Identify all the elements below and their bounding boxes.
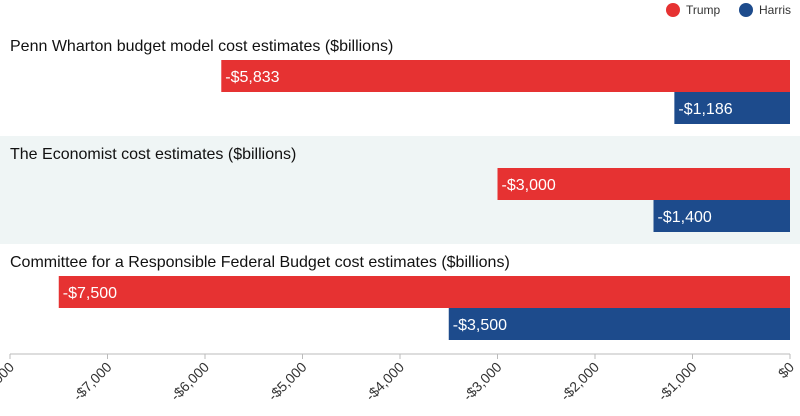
x-tick-label-8: $0 <box>775 359 797 381</box>
bar-label-1-trump: -$3,000 <box>502 177 556 194</box>
x-tick-label-6: -$2,000 <box>557 359 602 404</box>
bar-groups: Penn Wharton budget model cost estimates… <box>10 38 791 340</box>
bar-1-trump <box>497 168 790 200</box>
legend-label-trump: Trump <box>686 3 721 17</box>
bar-0-harris <box>674 92 790 124</box>
group-title-1: The Economist cost estimates ($billions) <box>10 146 296 163</box>
bar-label-2-trump: -$7,500 <box>63 285 117 302</box>
legend-marker-harris <box>739 3 753 17</box>
x-tick-label-7: -$1,000 <box>655 359 700 404</box>
bar-2-trump <box>58 276 790 308</box>
bar-0-trump <box>221 60 791 92</box>
x-tick-label-4: -$4,000 <box>362 359 407 404</box>
bar-group-1: The Economist cost estimates ($billions)… <box>10 146 790 232</box>
bar-group-2: Committee for a Responsible Federal Budg… <box>10 254 790 340</box>
x-tick-label-0: -$8,000 <box>0 359 17 404</box>
legend: Trump Harris <box>666 3 791 17</box>
bar-label-1-harris: -$1,400 <box>658 209 712 226</box>
bar-label-2-harris: -$3,500 <box>453 317 507 334</box>
group-title-2: Committee for a Responsible Federal Budg… <box>10 254 510 271</box>
x-tick-label-2: -$6,000 <box>167 359 212 404</box>
x-tick-label-3: -$5,000 <box>265 359 310 404</box>
bar-2-harris <box>448 308 790 340</box>
x-tick-label-5: -$3,000 <box>460 359 505 404</box>
legend-label-harris: Harris <box>759 3 791 17</box>
legend-marker-trump <box>666 3 680 17</box>
x-tick-label-1: -$7,000 <box>70 359 115 404</box>
x-axis: -$8,000 -$7,000 -$6,000 -$5,000 -$4,000 -$3,0… <box>0 353 797 404</box>
group-title-0: Penn Wharton budget model cost estimates… <box>10 38 393 55</box>
bar-1-harris <box>653 200 790 232</box>
bar-label-0-harris: -$1,186 <box>678 101 732 118</box>
bar-label-0-trump: -$5,833 <box>225 69 279 86</box>
bar-group-0: Penn Wharton budget model cost estimates… <box>10 38 791 124</box>
